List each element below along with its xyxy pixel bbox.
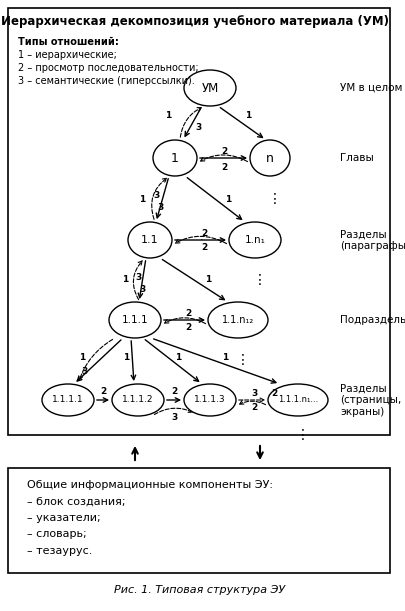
Ellipse shape <box>112 384 164 416</box>
Text: 2: 2 <box>100 387 106 397</box>
Text: Главы: Главы <box>340 153 374 163</box>
Text: 1.1.n₁₂: 1.1.n₁₂ <box>222 315 254 325</box>
Text: 2: 2 <box>185 309 191 318</box>
Text: 3: 3 <box>139 285 145 295</box>
Text: Рис. 1. Типовая структура ЭУ: Рис. 1. Типовая структура ЭУ <box>115 585 286 595</box>
Text: 2: 2 <box>201 229 207 238</box>
Text: 3: 3 <box>195 123 201 133</box>
Text: 1: 1 <box>165 111 171 120</box>
Text: 1: 1 <box>222 354 228 362</box>
Text: ⋮: ⋮ <box>268 192 282 206</box>
Text: 1.1.1.2: 1.1.1.2 <box>122 395 154 404</box>
Ellipse shape <box>250 140 290 176</box>
Text: 1: 1 <box>139 196 145 205</box>
Text: Разделы
(параграфы): Разделы (параграфы) <box>340 229 405 251</box>
Ellipse shape <box>153 140 197 176</box>
Text: 3: 3 <box>81 367 87 376</box>
Text: 1: 1 <box>205 276 211 285</box>
Bar <box>8 468 390 573</box>
Text: 3: 3 <box>157 202 163 211</box>
Text: ⋮: ⋮ <box>253 273 267 287</box>
Text: Иерархическая декомпозиция учебного материала (УМ): Иерархическая декомпозиция учебного мате… <box>1 15 389 29</box>
Text: 1.1.1.1: 1.1.1.1 <box>52 395 84 404</box>
Ellipse shape <box>42 384 94 416</box>
Ellipse shape <box>229 222 281 258</box>
Text: 3: 3 <box>154 191 160 200</box>
Text: 2: 2 <box>201 244 207 252</box>
Ellipse shape <box>208 302 268 338</box>
Text: 3: 3 <box>135 273 141 282</box>
Text: n: n <box>266 152 274 164</box>
Text: ·: · <box>200 235 204 245</box>
Text: Общие информационные компоненты ЭУ:
  – блок создания;
  – указатели;
  – словар: Общие информационные компоненты ЭУ: – бл… <box>20 480 273 555</box>
Text: 1: 1 <box>175 354 181 362</box>
Text: УМ в целом: УМ в целом <box>340 83 403 93</box>
Text: 1.1.1: 1.1.1 <box>122 315 148 325</box>
Text: 2: 2 <box>221 163 227 172</box>
Text: ⋮: ⋮ <box>236 353 250 367</box>
Bar <box>8 8 390 435</box>
Text: 3 – семантические (гиперссылки).: 3 – семантические (гиперссылки). <box>18 76 195 86</box>
Text: Разделы
(страницы,
экраны): Разделы (страницы, экраны) <box>340 383 401 417</box>
Text: 2: 2 <box>185 323 191 332</box>
Text: 1.1.1.n₁...: 1.1.1.n₁... <box>278 395 318 404</box>
Text: 1: 1 <box>171 152 179 164</box>
Text: 2: 2 <box>271 389 277 398</box>
Text: УМ: УМ <box>201 81 219 95</box>
Text: 1 – иерархические;: 1 – иерархические; <box>18 50 117 60</box>
Text: ⋮: ⋮ <box>296 428 310 442</box>
Text: 1: 1 <box>123 354 129 362</box>
Text: 1.1: 1.1 <box>141 235 159 245</box>
Text: 1: 1 <box>225 196 231 205</box>
Text: 2: 2 <box>251 403 257 411</box>
Ellipse shape <box>268 384 328 416</box>
Ellipse shape <box>128 222 172 258</box>
Ellipse shape <box>184 384 236 416</box>
Text: 1: 1 <box>122 276 128 285</box>
Text: 3: 3 <box>251 389 257 398</box>
Text: 1.n₁: 1.n₁ <box>245 235 265 245</box>
Text: 3: 3 <box>172 414 178 422</box>
Text: 1: 1 <box>79 354 85 362</box>
Ellipse shape <box>109 302 161 338</box>
Text: 1: 1 <box>245 111 251 120</box>
Text: Типы отношений:: Типы отношений: <box>18 37 119 47</box>
Text: 2: 2 <box>171 387 177 397</box>
Text: 1.1.1.3: 1.1.1.3 <box>194 395 226 404</box>
Ellipse shape <box>184 70 236 106</box>
Text: 2: 2 <box>221 147 227 156</box>
Text: 2 – просмотр последовательности;: 2 – просмотр последовательности; <box>18 63 198 73</box>
Text: Подразделы: Подразделы <box>340 315 405 325</box>
